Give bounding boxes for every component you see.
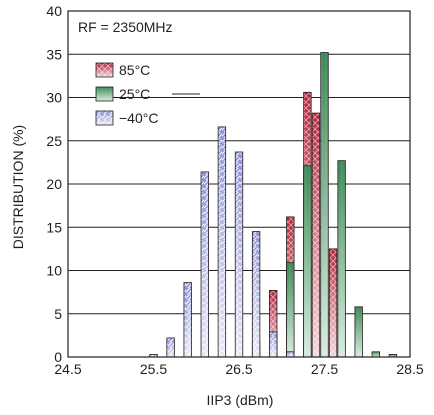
legend-label: 85°C [119, 62, 150, 78]
legend-item-red: 85°C [95, 62, 150, 78]
bar-hatch [320, 52, 329, 358]
y-tick-labels: 0 5 10 15 20 25 30 35 40 [46, 3, 62, 365]
y-tick-label: 10 [46, 263, 62, 279]
bar-hatch [183, 282, 192, 357]
bar-blue-26.9 [269, 331, 278, 358]
x-tick-label: 24.5 [54, 361, 81, 377]
legend-swatch-outline [95, 86, 114, 102]
y-tick-label: 30 [46, 90, 62, 106]
bar-blue-26.5 [234, 151, 244, 358]
rf-annotation: RF = 2350MHz [78, 19, 173, 35]
y-tick-label: 0 [54, 349, 62, 365]
bar-hatch [354, 306, 363, 357]
bar-green-27.1 [286, 262, 295, 358]
plot-border [67, 10, 411, 358]
legend: 85°C 25°C −40°C [95, 62, 200, 126]
bar-hatch [372, 351, 380, 357]
x-tick-label: 25.5 [140, 361, 167, 377]
bar-hatch [218, 126, 226, 357]
legend-swatch-outline [95, 62, 114, 78]
bar-blue-27.1 [286, 351, 295, 358]
y-tick-label: 5 [54, 306, 62, 322]
bar-blue-26.7 [251, 231, 261, 358]
y-tick-label: 15 [46, 219, 62, 235]
legend-swatch-hatch [96, 111, 113, 125]
x-axis-title: IIP3 (dBm) [207, 392, 274, 408]
legend-label: 25°C [119, 86, 150, 102]
legend-item-green: 25°C [95, 86, 150, 102]
bar-hatch [312, 113, 320, 357]
x-tick-label: 26.5 [225, 361, 252, 377]
bar-hatch [389, 354, 397, 357]
bar-blue-25.9 [183, 282, 192, 358]
legend-swatch-outline [95, 110, 114, 126]
plot-frame [67, 10, 411, 358]
bar-green-27.5 [320, 52, 329, 358]
y-tick-label: 25 [46, 133, 62, 149]
y-tick-label: 40 [46, 3, 62, 19]
y-tick-label: 35 [46, 46, 62, 62]
bar-green-27.3 [303, 165, 312, 358]
bar-hatch [235, 151, 243, 357]
bar-red-27.6 [328, 248, 338, 358]
bar-hatch [269, 331, 277, 357]
bar-green-27.9 [354, 306, 363, 358]
legend-swatch-hatch [96, 87, 113, 101]
y-tick-label: 20 [46, 176, 62, 192]
legend-swatch-hatch [96, 63, 113, 77]
bar-hatch [303, 165, 312, 357]
bar-hatch [286, 351, 295, 357]
legend-label: −40°C [119, 110, 158, 126]
x-tick-label: 28.5 [396, 361, 423, 377]
bar-hatch [201, 171, 209, 357]
legend-item-blue: −40°C [95, 110, 158, 126]
y-axis-title: DISTRIBUTION (%) [10, 125, 26, 249]
bar-blue-26.3 [217, 126, 227, 358]
bars-layer [149, 52, 398, 358]
bar-hatch [337, 160, 346, 357]
bar-blue-25.7 [166, 337, 175, 358]
x-tick-labels: 24.5 25.5 26.5 27.5 28.5 [54, 361, 423, 377]
bar-green-27.7 [337, 160, 346, 358]
bar-hatch [269, 290, 277, 357]
bar-hatch [149, 354, 158, 357]
bar-blue-26.1 [200, 171, 209, 358]
bar-hatch [252, 231, 260, 357]
x-tick-label: 27.5 [311, 361, 338, 377]
bar-hatch [329, 248, 337, 357]
bar-green-28.1 [371, 351, 380, 358]
bar-hatch [286, 262, 295, 357]
bar-hatch [166, 337, 175, 357]
bar-red-27.4 [311, 112, 321, 358]
annotation-background [74, 13, 214, 43]
